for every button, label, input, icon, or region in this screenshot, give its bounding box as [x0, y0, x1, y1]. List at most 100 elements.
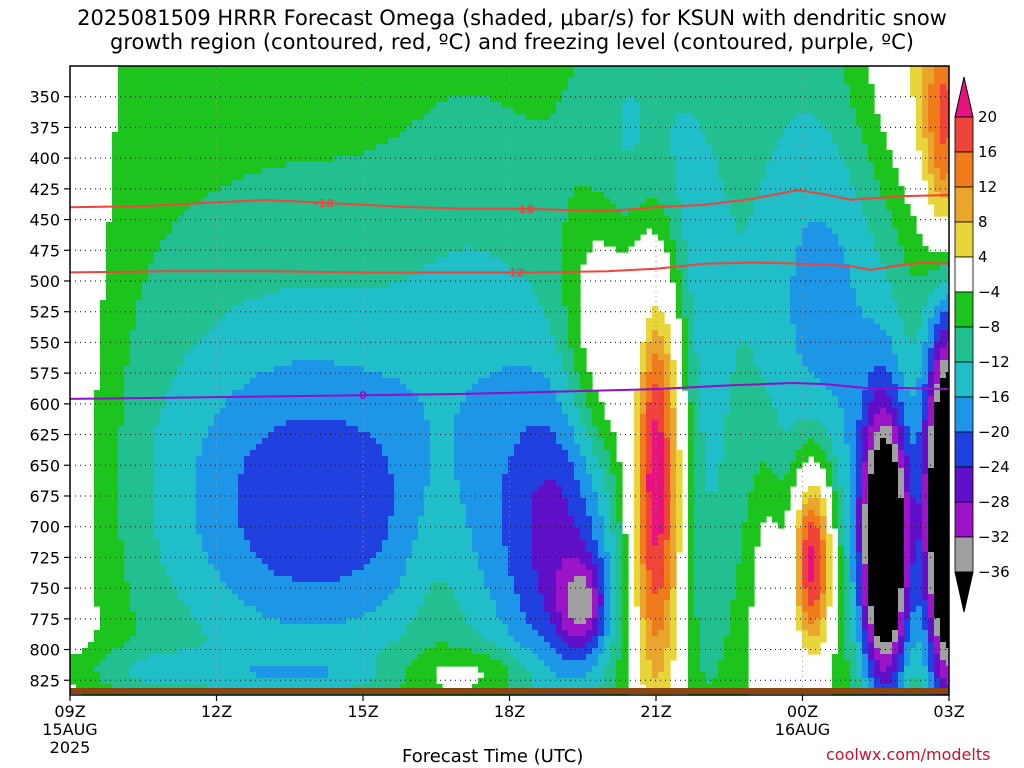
omega-cell [130, 576, 137, 583]
omega-cell [262, 360, 269, 367]
omega-cell [190, 348, 197, 355]
omega-cell [166, 240, 173, 247]
omega-cell [286, 396, 293, 403]
omega-cell [154, 642, 161, 649]
omega-cell [244, 642, 251, 649]
omega-cell [286, 192, 293, 199]
omega-cell [172, 522, 179, 529]
omega-cell [124, 222, 131, 229]
omega-cell [238, 366, 245, 373]
omega-cell [340, 246, 347, 253]
omega-cell [304, 168, 311, 175]
omega-cell [112, 342, 119, 349]
omega-cell [160, 564, 167, 571]
omega-cell [166, 312, 173, 319]
omega-cell [274, 630, 281, 637]
omega-cell [304, 252, 311, 259]
omega-cell [340, 126, 347, 133]
omega-cell [322, 492, 329, 499]
omega-cell [178, 120, 185, 127]
omega-cell [178, 126, 185, 133]
omega-cell [262, 624, 269, 631]
omega-cell [112, 534, 119, 541]
omega-cell [136, 528, 143, 535]
omega-cell [184, 564, 191, 571]
omega-cell [250, 660, 257, 667]
omega-cell [238, 672, 245, 679]
omega-cell [202, 660, 209, 667]
omega-cell [190, 462, 197, 469]
omega-cell [124, 372, 131, 379]
omega-cell [202, 576, 209, 583]
omega-cell [262, 318, 269, 325]
omega-cell [142, 504, 149, 511]
omega-cell [340, 384, 347, 391]
omega-cell [184, 192, 191, 199]
omega-cell [370, 624, 377, 631]
omega-cell [262, 534, 269, 541]
omega-cell [346, 636, 353, 643]
omega-cell [124, 240, 131, 247]
omega-cell [376, 132, 383, 139]
omega-cell [184, 276, 191, 283]
omega-cell [106, 564, 113, 571]
omega-cell [160, 402, 167, 409]
omega-cell [148, 150, 155, 157]
omega-cell [184, 678, 191, 685]
omega-cell [346, 408, 353, 415]
omega-cell [382, 288, 389, 295]
omega-cell [112, 144, 119, 151]
omega-cell [136, 600, 143, 607]
omega-cell [244, 426, 251, 433]
omega-cell [376, 294, 383, 301]
omega-cell [370, 306, 377, 313]
omega-cell [358, 114, 365, 121]
omega-cell [154, 444, 161, 451]
omega-cell [346, 306, 353, 313]
omega-cell [118, 438, 125, 445]
omega-cell [286, 330, 293, 337]
omega-cell [106, 324, 113, 331]
omega-cell [250, 84, 257, 91]
omega-cell [142, 450, 149, 457]
omega-cell [316, 510, 323, 517]
omega-cell [238, 294, 245, 301]
omega-cell [190, 480, 197, 487]
omega-cell [124, 606, 131, 613]
omega-cell [262, 612, 269, 619]
omega-cell [340, 642, 347, 649]
omega-cell [112, 390, 119, 397]
omega-cell [328, 480, 335, 487]
omega-cell [376, 126, 383, 133]
omega-cell [100, 522, 107, 529]
omega-cell [202, 96, 209, 103]
omega-cell [286, 210, 293, 217]
omega-cell [256, 432, 263, 439]
omega-cell [166, 342, 173, 349]
omega-cell [226, 600, 233, 607]
omega-cell [106, 528, 113, 535]
omega-cell [250, 678, 257, 685]
omega-cell [178, 108, 185, 115]
omega-cell [340, 654, 347, 661]
omega-cell [178, 582, 185, 589]
omega-cell [232, 630, 239, 637]
omega-cell [286, 240, 293, 247]
omega-cell [304, 300, 311, 307]
omega-cell [280, 384, 287, 391]
omega-cell [232, 426, 239, 433]
omega-cell [148, 636, 155, 643]
omega-cell [322, 402, 329, 409]
omega-cell [190, 486, 197, 493]
omega-cell [280, 366, 287, 373]
omega-cell [142, 66, 149, 73]
omega-cell [256, 66, 263, 73]
omega-cell [334, 192, 341, 199]
omega-cell [166, 84, 173, 91]
omega-cell [304, 264, 311, 271]
omega-cell [196, 120, 203, 127]
omega-cell [286, 516, 293, 523]
omega-cell [130, 510, 137, 517]
omega-cell [148, 222, 155, 229]
omega-cell [232, 210, 239, 217]
